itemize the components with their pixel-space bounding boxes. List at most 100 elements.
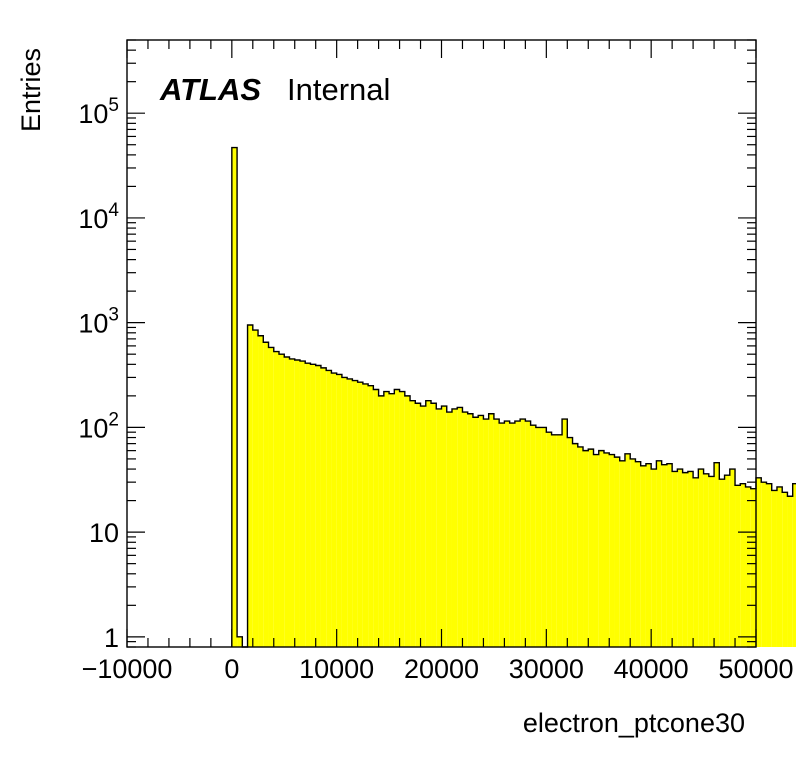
histogram-bin [645, 463, 652, 647]
histogram-bin [373, 389, 379, 647]
histogram-bin [677, 469, 683, 647]
atlas-label: ATLAS [159, 72, 261, 107]
histogram-bin [347, 378, 353, 647]
histogram-bin [410, 400, 416, 647]
histogram-bin [231, 147, 238, 647]
y-tick-label: 105 [78, 95, 119, 129]
x-tick-label: 30000 [509, 654, 584, 684]
histogram-bin [619, 460, 625, 647]
histogram-bin [237, 636, 243, 647]
histogram-bin [750, 488, 756, 647]
histogram-bin [541, 427, 547, 647]
histogram-bin [740, 483, 746, 647]
histogram-bin [441, 406, 447, 647]
histogram-bin [493, 419, 500, 647]
histogram-bin [436, 408, 442, 647]
histogram-bin [792, 483, 796, 647]
histogram-bin [320, 367, 327, 647]
histogram-bin [782, 492, 788, 647]
histogram-bin [656, 460, 662, 647]
histogram-bin [389, 393, 395, 647]
histogram-bin [378, 395, 384, 647]
histogram-bin [268, 347, 274, 647]
histogram-bin [651, 469, 657, 647]
histogram-bin [352, 380, 358, 647]
x-tick-label: 10000 [299, 654, 374, 684]
y-tick-label: 1 [104, 623, 119, 653]
histogram-bin [640, 465, 646, 647]
histogram-bin [284, 357, 290, 647]
histogram-bin [383, 391, 390, 647]
axis-ticks [126, 39, 757, 648]
histogram-bin [331, 373, 337, 647]
histogram-bin [567, 437, 573, 647]
histogram-bin [672, 471, 678, 647]
histogram-bin [289, 358, 295, 647]
histogram-bin [682, 472, 688, 647]
histogram-bin [399, 391, 405, 647]
histogram-bin [614, 457, 620, 647]
histogram-outline [231, 146, 796, 648]
x-tick-label: 50000 [718, 654, 793, 684]
histogram-bin [598, 450, 604, 647]
histogram-bin [719, 479, 725, 647]
histogram-bin [761, 482, 767, 647]
histogram-bin [252, 330, 259, 647]
histogram-bin [771, 490, 777, 647]
histogram-bin [394, 389, 400, 647]
histogram-bin [315, 365, 321, 647]
histogram-bin [693, 477, 699, 647]
histogram-bin [457, 407, 463, 647]
histogram-bin [577, 446, 584, 647]
histogram-bin [635, 461, 641, 647]
histogram-bin [666, 463, 673, 647]
histogram-bin [588, 449, 594, 647]
histogram-bin [504, 421, 510, 647]
histogram-bin [326, 370, 332, 647]
histogram-bin [483, 419, 489, 647]
histogram-bin [572, 443, 578, 647]
histogram-bars [231, 147, 796, 647]
histogram-bin [546, 432, 552, 647]
histogram-bin [729, 469, 736, 647]
histogram-bin [310, 364, 316, 647]
histogram-bin [708, 476, 715, 647]
histogram-bin [551, 434, 557, 647]
histogram-bin [735, 485, 741, 647]
y-tick-label: 10 [89, 518, 119, 548]
y-tick-label: 103 [78, 305, 119, 339]
histogram-bin [776, 486, 783, 647]
y-tick-label: 102 [78, 409, 119, 443]
histogram-bin [714, 462, 720, 647]
histogram-bin [273, 351, 280, 647]
histogram-bin [294, 360, 300, 647]
histogram-bin [420, 406, 426, 647]
histogram-bin [357, 382, 363, 647]
histogram-bin [341, 377, 348, 647]
histogram-bin [630, 458, 636, 647]
tick-labels: −10000 0 10000 20000 30000 40000 50000 1 10 102 10… [78, 95, 793, 684]
x-tick-label: −10000 [82, 654, 173, 684]
histogram-bin [766, 483, 772, 647]
histogram-bin [661, 464, 667, 647]
y-axis-label: Entries [16, 48, 46, 132]
histogram-bin [299, 361, 306, 647]
histogram-bin [467, 413, 473, 647]
histogram-bin [703, 473, 709, 647]
histogram-bin [724, 475, 730, 647]
histogram-bin [425, 400, 432, 647]
histogram-bin [603, 452, 610, 647]
x-tick-label: 40000 [614, 654, 689, 684]
histogram-bin [279, 354, 285, 647]
histogram-bin [624, 453, 631, 647]
histogram-bin [745, 486, 751, 647]
histogram-bin [525, 421, 531, 647]
histogram-bin [499, 423, 505, 647]
histogram-bin [535, 427, 542, 647]
histogram-bin [336, 374, 342, 647]
histogram-bin [446, 412, 452, 647]
histogram-bin [368, 385, 374, 647]
histogram-bin [687, 471, 694, 647]
